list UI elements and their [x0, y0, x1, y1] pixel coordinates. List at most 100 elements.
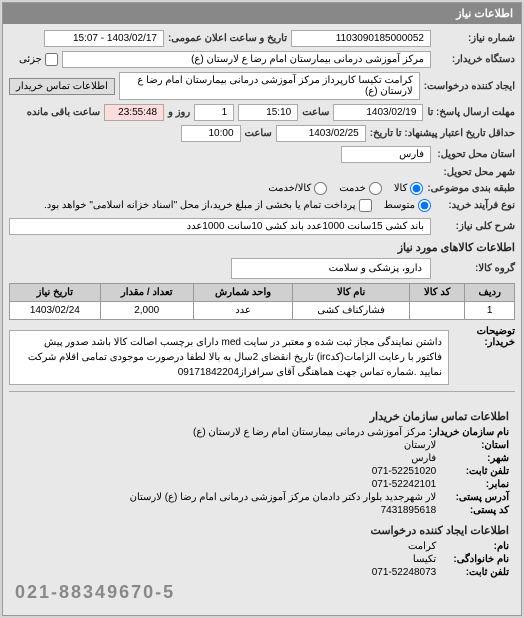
contact-postal-value: 7431895618 — [381, 505, 437, 516]
summary-label: شرح کلی نیاز: — [435, 221, 515, 232]
remain-label: ساعت باقی مانده — [27, 107, 100, 118]
contact-org-label: نام سازمان خریدار: — [429, 427, 509, 438]
request-no-label: شماره نیاز: — [435, 33, 515, 44]
row-deadline: مهلت ارسال پاسخ: تا 1403/02/19 ساعت 15:1… — [9, 104, 515, 121]
creator-field: کرامت تکیسا کارپرداز مرکز آموزشی درمانی … — [119, 72, 420, 100]
contact-city-label: شهر: — [439, 453, 509, 464]
valid-time-field: 10:00 — [181, 125, 241, 142]
row-buy-type: نوع فرآیند خرید: متوسط پرداخت تمام یا بخ… — [9, 199, 515, 212]
partial-checkbox[interactable] — [45, 53, 58, 66]
valid-date-field: 1403/02/25 — [276, 125, 366, 142]
contact-postal: کد پستی: 7431895618 — [15, 505, 509, 516]
group-field: دارو، پزشکی و سلامت — [231, 258, 431, 279]
buy-note-text: پرداخت تمام یا بخشی از مبلغ خرید،از محل … — [44, 200, 356, 211]
table-header-row: ردیف کد کالا نام کالا واحد شمارش تعداد /… — [10, 284, 515, 302]
contact-province: استان: لارستان — [15, 440, 509, 451]
buy-note-check[interactable]: پرداخت تمام یا بخشی از مبلغ خرید،از محل … — [44, 199, 372, 212]
req-phone-value: 071-52248073 — [372, 567, 437, 578]
contact-fax: نمابر: 071-52242101 — [15, 479, 509, 490]
col-code: کد کالا — [410, 284, 465, 302]
contact-address-label: آدرس پستی: — [439, 492, 509, 503]
announce-field: 1403/02/17 - 15:07 — [44, 30, 164, 47]
req-phone: تلفن ثابت: 071-52248073 — [15, 567, 509, 578]
contact-phone-value: 071-52251020 — [372, 466, 437, 477]
row-province: استان محل تحویل: فارس — [9, 146, 515, 163]
contact-fax-value: 071-52242101 — [372, 479, 437, 490]
classify-service-radio[interactable]: خدمت — [339, 182, 382, 195]
row-city: شهر محل تحویل: — [9, 167, 515, 178]
cell-unit: عدد — [193, 302, 293, 320]
row-classify: طبقه بندی موضوعی: کالا خدمت کالا/خدمت — [9, 182, 515, 195]
contact-phone-label: تلفن ثابت: — [439, 466, 509, 477]
cell-qty: 2,000 — [100, 302, 193, 320]
group-label: گروه کالا: — [435, 263, 515, 274]
classify-goods-text: کالا — [394, 183, 408, 194]
valid-label: حداقل تاریخ اعتبار پیشنهاد: تا تاریخ: — [370, 128, 515, 139]
row-group: گروه کالا: دارو، پزشکی و سلامت — [9, 258, 515, 279]
row-creator: ایجاد کننده درخواست: کرامت تکیسا کارپردا… — [9, 72, 515, 100]
deadline-label: مهلت ارسال پاسخ: تا — [427, 107, 515, 118]
contact-city-value: فارس — [411, 453, 436, 464]
col-row: ردیف — [465, 284, 515, 302]
row-buyer: دستگاه خریدار: مرکز آموزشی درمانی بیمارس… — [9, 51, 515, 68]
row-valid: حداقل تاریخ اعتبار پیشنهاد: تا تاریخ: 14… — [9, 125, 515, 142]
cell-idx: 1 — [465, 302, 515, 320]
row-summary: شرح کلی نیاز: باند کشی 15سانت 1000عدد با… — [9, 218, 515, 235]
classify-goods-input[interactable] — [410, 182, 423, 195]
cell-code — [410, 302, 465, 320]
buyer-field: مرکز آموزشی درمانی بیمارستان امام رضا ع … — [62, 51, 431, 68]
classify-both-input[interactable] — [314, 182, 327, 195]
time-remain-field: 23:55:48 — [104, 104, 164, 121]
col-qty: تعداد / مقدار — [100, 284, 193, 302]
contact-fax-label: نمابر: — [439, 479, 509, 490]
goods-section-title: اطلاعات کالاهای مورد نیاز — [9, 241, 515, 254]
contact-org-value: مرکز آموزشی درمانی بیمارستان امام رضا ع … — [193, 427, 426, 438]
classify-service-input[interactable] — [369, 182, 382, 195]
cell-date: 1403/02/24 — [10, 302, 101, 320]
time-label-1: ساعت — [302, 107, 329, 118]
contact-province-value: لارستان — [404, 440, 436, 451]
contact-buyer-button[interactable]: اطلاعات تماس خریدار — [9, 78, 115, 95]
req-creator-header: اطلاعات ایجاد کننده درخواست — [15, 524, 509, 537]
req-lastname-value: تکیسا — [413, 554, 436, 565]
contact-postal-label: کد پستی: — [439, 505, 509, 516]
buy-avg-radio[interactable]: متوسط — [384, 199, 431, 212]
creator-label: ایجاد کننده درخواست: — [424, 81, 515, 92]
announce-label: تاریخ و ساعت اعلان عمومی: — [168, 33, 287, 44]
goods-table: ردیف کد کالا نام کالا واحد شمارش تعداد /… — [9, 283, 515, 320]
buyer-desc-label: توضیحات خریدار: — [455, 326, 515, 385]
col-unit: واحد شمارش — [193, 284, 293, 302]
col-name: نام کالا — [293, 284, 410, 302]
day-and-label: روز و — [168, 107, 190, 118]
city-label: شهر محل تحویل: — [435, 167, 515, 178]
contact-address-value: لار شهرجدید بلوار دکتر دادمان مرکز آموزش… — [130, 492, 437, 503]
classify-both-radio[interactable]: کالا/خدمت — [268, 182, 327, 195]
classify-service-text: خدمت — [339, 183, 366, 194]
req-name-label: نام: — [439, 541, 509, 552]
contact-province-label: استان: — [439, 440, 509, 451]
partial-checkbox-wrap[interactable]: جزئی — [19, 53, 58, 66]
panel-body: شماره نیاز: 1103090185000052 تاریخ و ساع… — [3, 24, 521, 615]
col-date: تاریخ نیاز — [10, 284, 101, 302]
contact-org: نام سازمان خریدار: مرکز آموزشی درمانی بی… — [15, 427, 509, 438]
classify-goods-radio[interactable]: کالا — [394, 182, 424, 195]
deadline-time-field: 15:10 — [238, 104, 298, 121]
summary-field: باند کشی 15سانت 1000عدد باند کشی 10سانت … — [9, 218, 431, 235]
req-lastname: نام خانوادگی: تکیسا — [15, 554, 509, 565]
classify-both-text: کالا/خدمت — [268, 183, 311, 194]
days-remain-field: 1 — [194, 104, 234, 121]
support-phone: 021-88349670-5 — [15, 582, 509, 603]
req-lastname-label: نام خانوادگی: — [439, 554, 509, 565]
partial-label: جزئی — [19, 54, 42, 65]
info-panel: اطلاعات نیاز شماره نیاز: 110309018500005… — [2, 2, 522, 616]
buy-note-checkbox[interactable] — [359, 199, 372, 212]
contact-address: آدرس پستی: لار شهرجدید بلوار دکتر دادمان… — [15, 492, 509, 503]
row-request-no: شماره نیاز: 1103090185000052 تاریخ و ساع… — [9, 30, 515, 47]
cell-name: فشارکناف کشی — [293, 302, 410, 320]
req-name-value: کرامت — [408, 541, 436, 552]
buyer-label: دستگاه خریدار: — [435, 54, 515, 65]
req-name: نام: کرامت — [15, 541, 509, 552]
buy-avg-input[interactable] — [418, 199, 431, 212]
contact-phone: تلفن ثابت: 071-52251020 — [15, 466, 509, 477]
req-phone-label: تلفن ثابت: — [439, 567, 509, 578]
